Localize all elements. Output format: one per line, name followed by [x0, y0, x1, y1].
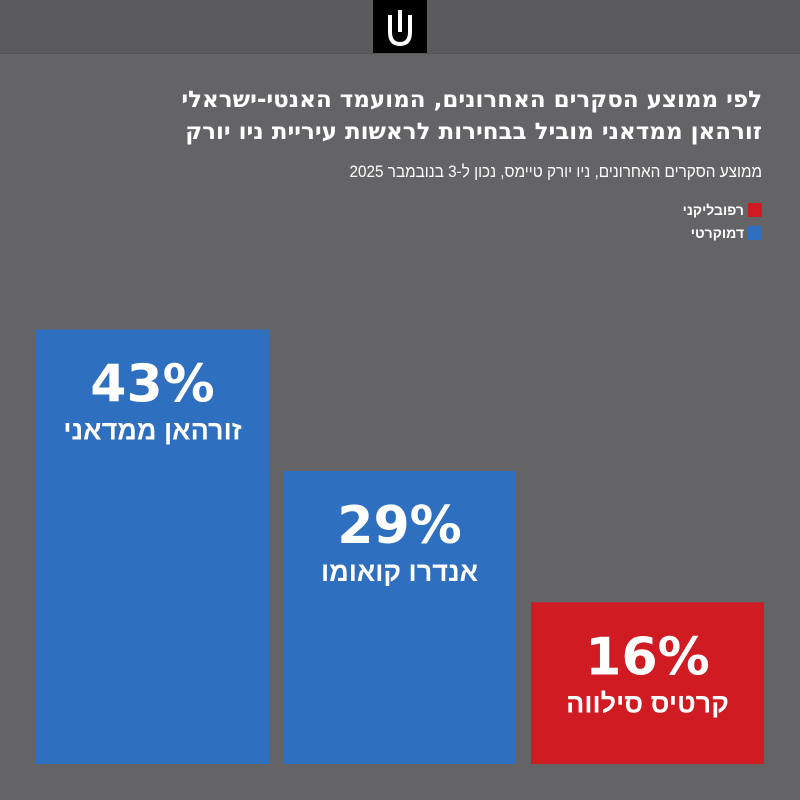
ynet-logo-icon[interactable]	[373, 0, 427, 53]
bar-2	[283, 470, 516, 764]
legend-label-republican: רפובליקני	[682, 201, 744, 218]
legend: רפובליקני דמוקרטי	[683, 198, 762, 244]
top-bar	[0, 0, 800, 54]
legend-swatch-democrat	[748, 225, 762, 240]
legend-item-democrat: דמוקרטי	[683, 221, 762, 244]
bar-category-label-2: אנדרו קואומו	[321, 557, 478, 587]
legend-label-democrat: דמוקרטי	[690, 224, 744, 241]
bar-category-label-1: זורהאן ממדאני	[63, 416, 241, 446]
bar-category-label-3: קרטיס סילווה	[566, 688, 729, 718]
bar-1	[36, 329, 269, 764]
chart-title-line-2: זורהאן ממדאני מוביל בבחירות לראשות עיריי…	[185, 119, 762, 145]
bar-value-label-1: 43%	[90, 355, 214, 415]
legend-swatch-republican	[748, 202, 762, 217]
chart-title-line-1: לפי ממוצע הסקרים האחרונים, המועמד האנטי-…	[181, 87, 762, 113]
chart-title: לפי ממוצע הסקרים האחרונים, המועמד האנטי-…	[22, 84, 762, 148]
legend-item-republican: רפובליקני	[683, 198, 762, 221]
chart-subtitle: ממוצע הסקרים האחרונים, ניו יורק טיימס, נ…	[349, 162, 762, 181]
bar-value-label-3: 16%	[585, 627, 709, 687]
bar-3	[531, 602, 764, 764]
bar-value-label-2: 29%	[337, 496, 461, 556]
